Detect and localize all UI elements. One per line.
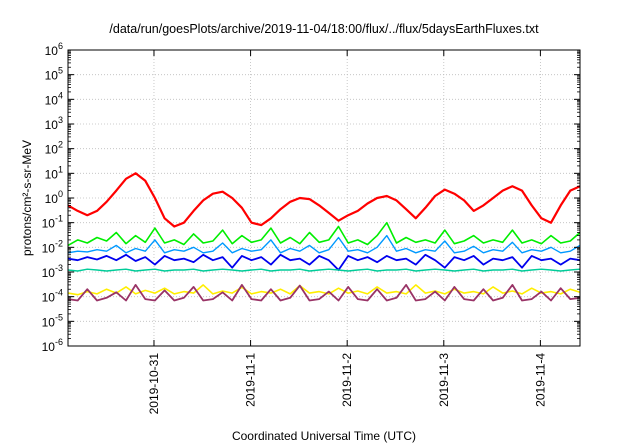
y-tick-label: 10-4: [42, 288, 63, 305]
y-tick-label: 100: [45, 189, 63, 206]
y-tick-label: 10-5: [42, 312, 63, 329]
series-line-7: [67, 283, 581, 302]
grid-lines: [68, 50, 580, 346]
chart-title: /data/run/goesPlots/archive/2019-11-04/1…: [109, 22, 539, 36]
x-axis-label: Coordinated Universal Time (UTC): [232, 429, 416, 443]
x-tick-label: 2019-11-1: [244, 353, 258, 407]
y-axis-label: protons/cm²-s-sr-MeV: [20, 140, 34, 256]
y-tick-label: 10-1: [42, 214, 63, 231]
y-axis: 10-6 10-5 10-4 10-3 10-2 10-1 100 101 102 103 104 1…: [42, 41, 580, 354]
y-tick-label: 102: [45, 140, 63, 157]
y-tick-label: 103: [45, 115, 63, 132]
series-line-3: [67, 234, 581, 254]
x-tick-label: 2019-11-3: [437, 353, 451, 407]
series-line-6: [67, 284, 581, 296]
x-axis: 2019-10-31 2019-11-1 2019-11-2 2019-11-3 201…: [147, 50, 547, 414]
y-tick-label: 10-6: [42, 337, 63, 354]
y-tick-label: 105: [45, 66, 63, 83]
series-line-2: [67, 221, 581, 247]
series-group: [67, 172, 581, 302]
series-line-4: [67, 253, 581, 271]
y-tick-label: 10-2: [42, 238, 63, 255]
y-tick-label: 10-3: [42, 263, 63, 280]
series-line-1: [67, 172, 581, 228]
x-tick-label: 2019-11-2: [340, 353, 354, 407]
series-line-5: [67, 268, 581, 272]
y-tick-label: 106: [45, 41, 63, 58]
y-tick-label: 104: [45, 90, 63, 107]
x-tick-label: 2019-10-31: [147, 353, 161, 415]
y-tick-label: 101: [45, 164, 63, 181]
x-tick-label: 2019-11-4: [533, 353, 547, 407]
